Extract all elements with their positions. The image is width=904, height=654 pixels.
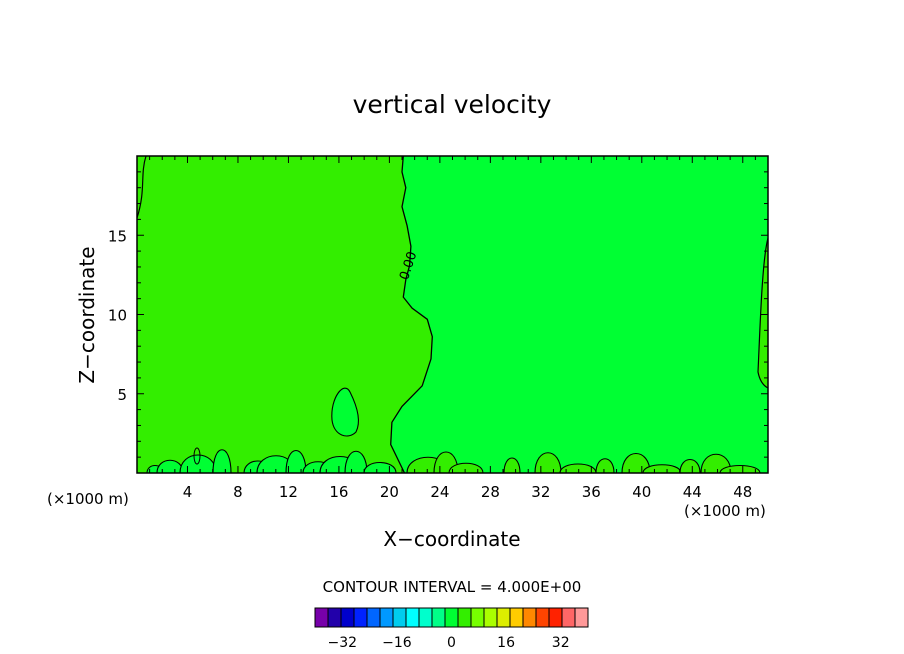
- x-tick-label: 28: [481, 483, 500, 501]
- y-tick-label: 5: [117, 386, 127, 404]
- surface-bump: [679, 458, 701, 474]
- x-tick-label: 48: [733, 483, 752, 501]
- surface-bump: [344, 450, 368, 474]
- colorbar-swatch: [522, 607, 537, 628]
- colorbar-swatch: [327, 607, 342, 628]
- colorbar-tick-label: −16: [382, 635, 412, 651]
- colorbar-swatch: [431, 607, 446, 628]
- y-axis-label: Z−coordinate: [75, 246, 99, 383]
- colorbar-swatch: [509, 607, 524, 628]
- x-tick-label: 12: [279, 483, 298, 501]
- colorbar-swatch: [444, 607, 459, 628]
- colorbar-swatch: [535, 607, 550, 628]
- colorbar-swatch: [457, 607, 472, 628]
- colorbar-swatch: [496, 607, 511, 628]
- x-tick-label: 8: [233, 483, 243, 501]
- surface-bump: [448, 462, 484, 474]
- negative-region: [137, 156, 433, 473]
- surface-bump: [363, 461, 397, 474]
- colorbar-swatch: [483, 607, 498, 628]
- colorbar-tick-label: 32: [552, 635, 570, 651]
- surface-bump: [534, 452, 562, 474]
- x-tick-label: 16: [329, 483, 348, 501]
- colorbar-tick-label: 0: [447, 635, 456, 651]
- y-tick-label: 15: [108, 227, 127, 245]
- x-tick-label: 40: [632, 483, 651, 501]
- small-closed-contour: [193, 447, 201, 465]
- zero-contour-line: [390, 155, 433, 474]
- surface-bump: [212, 449, 232, 474]
- x-tick-label: 20: [380, 483, 399, 501]
- colorbar-swatch: [392, 607, 407, 628]
- colorbar-swatch: [314, 607, 329, 628]
- colorbar-swatch: [379, 607, 394, 628]
- chart-title: vertical velocity: [353, 90, 552, 119]
- x-tick-label: 44: [683, 483, 702, 501]
- surface-bump: [559, 463, 597, 474]
- x-axis-label: X−coordinate: [383, 527, 520, 551]
- edge-contour-left: [136, 155, 147, 219]
- edge-patch-right: [758, 238, 768, 388]
- colorbar: −32 −16 0 16 32: [314, 607, 589, 651]
- x-tick-label: 36: [582, 483, 601, 501]
- colorbar-swatch: [366, 607, 381, 628]
- surface-bump: [595, 458, 615, 474]
- x-unit-left: (×1000 m): [47, 490, 129, 508]
- colorbar-swatch: [405, 607, 420, 628]
- colorbar-swatch: [561, 607, 576, 628]
- x-unit-right: (×1000 m): [684, 502, 766, 520]
- near-surface-contours: [146, 387, 761, 474]
- colorbar-swatch: [353, 607, 368, 628]
- x-tick-label: 32: [531, 483, 550, 501]
- colorbar-swatch: [470, 607, 485, 628]
- x-tick-label: 4: [183, 483, 193, 501]
- surface-plume: [331, 387, 359, 437]
- contour-interval-text: CONTOUR INTERVAL = 4.000E+00: [323, 578, 582, 596]
- colorbar-tick-label: −32: [328, 635, 358, 651]
- y-tick-label: 10: [108, 307, 127, 325]
- colorbar-swatch: [574, 607, 589, 628]
- x-tick-label: 24: [430, 483, 449, 501]
- edge-contour-right: [757, 237, 769, 389]
- surface-bump: [285, 450, 307, 474]
- colorbar-swatch: [548, 607, 563, 628]
- colorbar-swatch: [418, 607, 433, 628]
- colorbar-tick-label: 16: [497, 635, 515, 651]
- colorbar-swatch: [340, 607, 355, 628]
